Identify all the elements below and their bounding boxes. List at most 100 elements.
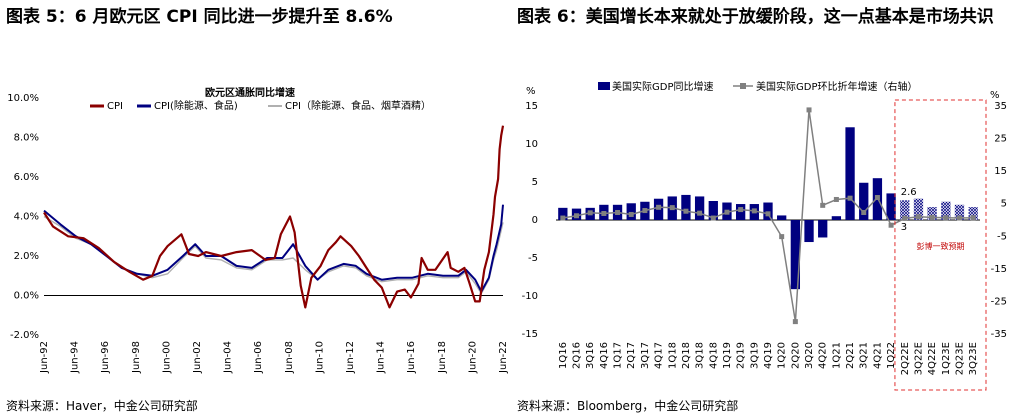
series-line-1 [43,204,504,293]
bar [804,220,814,243]
right-chart-legend: 美国实际GDP同比增速 美国实际GDP环比折年增速（右轴） [598,80,917,93]
qoq-marker [833,196,839,202]
qoq-marker [751,208,757,214]
qoq-marker [929,214,935,220]
x-tick-label: 2Q17 [626,342,637,369]
x-tick-label: 3Q23E [968,342,979,375]
bar [626,203,636,220]
x-tick-label: 3Q19 [749,342,760,369]
bar [558,207,568,220]
right-figure-title: 图表 6：美国增长本来就处于放缓阶段，这一点基本是市场共识 [517,7,994,27]
bar [763,202,773,220]
series-line-0 [43,125,505,309]
y2-tick-label: 15 [994,166,1007,177]
qoq-marker [765,211,771,217]
qoq-marker [915,214,921,220]
qoq-marker [615,210,621,216]
qoq-marker [574,213,580,219]
right-figure-source: 资料来源：Bloomberg，中金公司研究部 [517,399,739,413]
x-tick-label: Jun-22 [498,341,509,374]
bar-forecast [927,207,937,220]
bar-forecast [913,198,924,220]
y2-tick-label: -25 [991,296,1007,307]
annotation-label-a: 2.6 [901,187,917,198]
x-tick-label: 1Q22 [886,342,897,369]
y2-tick-label: -15 [991,264,1007,275]
bar [831,216,842,220]
x-tick-label: Jun-06 [253,341,264,374]
x-tick-label: 4Q18 [708,342,719,369]
bar-forecast [954,204,965,220]
y-tick-label: 6.0% [14,172,39,183]
x-tick-label: Jun-18 [437,341,448,374]
bar [859,182,869,220]
qoq-marker [724,209,730,215]
qoq-marker [642,208,648,214]
x-tick-label: 1Q16 [558,342,569,369]
x-tick-label: 4Q20 [818,342,829,369]
y-tick-label: -5 [528,253,538,264]
bar [790,220,801,290]
x-tick-label: Jun-10 [314,341,325,374]
x-tick-label: 1Q20 [777,342,788,369]
x-tick-label: 2Q21 [845,342,856,369]
x-tick-label: 3Q17 [640,342,651,369]
x-tick-label: 2Q20 [790,342,801,369]
y2-tick-label: 35 [994,101,1007,112]
bar [681,194,691,220]
left-chart-lines [43,125,505,309]
legend-label-gdp-qoq: 美国实际GDP环比折年增速（右轴） [756,80,917,93]
x-tick-label: 2Q19 [736,342,747,369]
y-tick-label: 4.0% [14,212,39,223]
bar [886,193,896,220]
qoq-marker [847,195,853,201]
legend-label-core: CPI(除能源、食品) [154,99,238,112]
bar [777,215,787,220]
x-tick-label: 2Q16 [572,342,583,369]
qoq-marker [697,210,703,216]
x-tick-label: 1Q18 [667,342,678,369]
y-tick-label: -10 [522,291,538,302]
y-tick-label: 0.0% [14,291,39,302]
qoq-marker [779,234,785,240]
x-tick-label: Jun-08 [284,341,295,374]
legend-label-core2: CPI（除能源、食品、烟草酒精） [285,99,431,112]
x-tick-label: 3Q21 [859,342,870,369]
qoq-marker [943,215,949,221]
x-tick-label: Jun-94 [70,341,81,374]
forecast-note: 彭博一致预期 [916,241,964,251]
x-tick-label: 1Q17 [613,342,624,369]
x-tick-label: 4Q21 [872,342,883,369]
x-tick-label: 4Q22E [927,342,938,375]
x-tick-label: 2Q23E [954,342,965,375]
left-chart-legend: CPI CPI(除能源、食品) CPI（除能源、食品、烟草酒精） [90,99,431,112]
x-tick-label: Jun-92 [39,341,50,374]
x-tick-label: 1Q23E [941,342,952,375]
bar-forecast [968,207,978,220]
x-tick-label: 3Q16 [585,342,596,369]
qoq-marker [792,319,798,325]
y-tick-label: 10.0% [7,93,39,104]
bar [818,220,828,238]
left-chart-title: 欧元区通胀同比增速 [205,86,295,99]
qoq-marker [587,210,593,216]
series-line-2 [43,215,504,295]
qoq-marker [710,215,716,221]
x-tick-label: 4Q17 [654,342,665,369]
right-chart-right-unit: % [990,90,1000,101]
legend-swatch-gdp-yoy [598,82,610,90]
qoq-marker [874,195,880,201]
x-tick-label: Jun-12 [345,341,356,374]
x-tick-label: Jun-96 [100,341,111,374]
qoq-marker [628,211,634,217]
bar-forecast [900,200,910,220]
right-chart-bars [558,127,978,290]
right-chart: % % 美国实际GDP同比增速 美国实际GDP环比折年增速（右轴） -15 -10… [522,80,1007,391]
x-tick-label: 2Q22E [900,342,911,375]
left-chart: 欧元区通胀同比增速 CPI CPI(除能源、食品) CPI（除能源、食品、烟草酒… [7,86,509,374]
x-tick-label: 2Q18 [681,342,692,369]
right-chart-left-unit: % [526,86,536,97]
y2-tick-label: 25 [994,134,1007,145]
x-tick-label: Jun-20 [467,341,478,374]
left-chart-axes: -2.0% 0.0% 2.0% 4.0% 6.0% 8.0% 10.0% Jun-92 Jun-… [7,93,509,374]
